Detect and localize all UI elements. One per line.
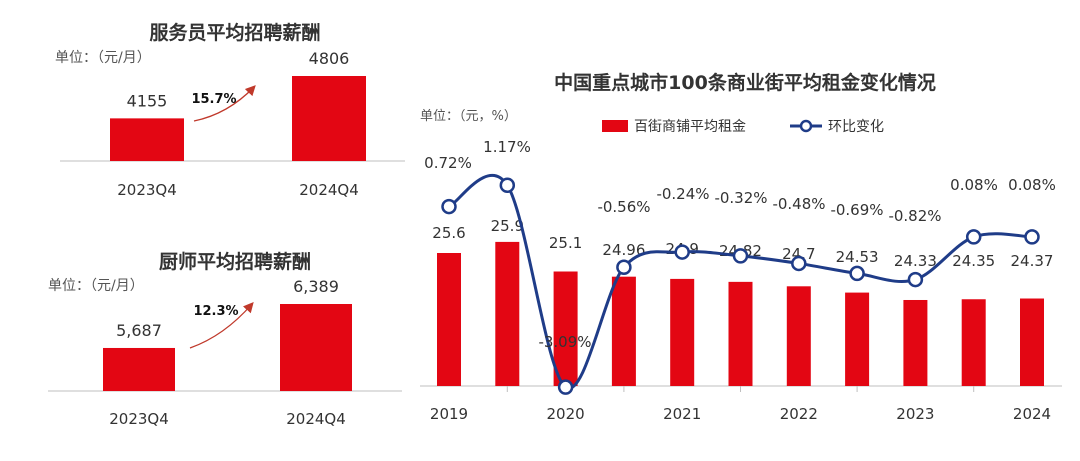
rent-change-marker <box>674 244 690 260</box>
year-tick-label: 2019 <box>430 405 468 423</box>
waiter-growth-arrow <box>193 85 256 122</box>
rent-bar-value-label: 24.33 <box>894 252 937 270</box>
rent-bar-value-label: 25.6 <box>432 224 465 242</box>
rent-bar-value-label: 24.7 <box>782 245 815 263</box>
rent-change-marker <box>791 255 807 272</box>
chef-growth-label: 12.3% <box>193 304 238 319</box>
rent-bar <box>961 299 986 386</box>
rent-bar-value-label: 24.96 <box>602 241 645 259</box>
rent-change-marker <box>499 177 516 193</box>
rent-bar-value-label: 25.9 <box>491 217 524 235</box>
rent-change-marker <box>849 265 865 282</box>
chef-category-label: 2024Q4 <box>286 410 346 428</box>
rent-bar <box>670 278 695 386</box>
waiter-value-label: 4806 <box>309 49 350 68</box>
rent-change-value-label: -0.24% <box>656 185 709 203</box>
rent-bar <box>786 286 811 386</box>
legend-bar-swatch <box>602 120 628 132</box>
waiter-value-label: 4155 <box>127 91 168 110</box>
chef-bar-2023Q4 <box>103 347 175 391</box>
legend-line-label: 环比变化 <box>828 119 884 135</box>
year-tick-label: 2021 <box>663 405 701 423</box>
rent-change-value-label: -0.82% <box>888 207 941 225</box>
rent-bar <box>495 241 520 386</box>
year-tick-label: 2024 <box>1013 405 1051 423</box>
rent-change-value-label: 0.72% <box>424 154 472 172</box>
rent-change-marker <box>1024 229 1040 245</box>
rent-bar <box>845 292 870 386</box>
chef-salary-chart: 5,687 2023Q4 6,389 2024Q4 12.3% <box>48 277 402 428</box>
chart-legend: 百街商铺平均租金 环比变化 <box>602 119 884 135</box>
rent-bar-value-label: 25.1 <box>549 234 582 252</box>
waiter-category-label: 2023Q4 <box>117 181 177 199</box>
chef-value-label: 6,389 <box>293 277 339 296</box>
legend-line-marker <box>799 119 813 133</box>
year-tick-label: 2023 <box>896 405 934 423</box>
rent-change-marker <box>616 259 632 275</box>
rent-change-marker <box>965 229 982 245</box>
waiter-unit-label: 单位：（元/月） <box>55 50 151 66</box>
chef-unit-label: 单位：（元/月） <box>48 278 144 294</box>
waiter-salary-chart: 4155 2023Q4 4806 2024Q4 15.7% <box>60 49 405 199</box>
rent-change-value-label: -0.48% <box>772 195 825 213</box>
rent-change-value-label: 1.17% <box>483 138 531 156</box>
rent-change-marker <box>557 379 574 395</box>
rent-chart-title: 中国重点城市100条商业街平均租金变化情况 <box>554 71 936 94</box>
rent-bar <box>553 271 578 386</box>
rent-change-value-label: -0.32% <box>714 189 767 207</box>
rent-change-marker <box>907 271 924 288</box>
year-tick-label: 2022 <box>780 405 818 423</box>
rent-bar <box>903 299 928 386</box>
rent-bar-value-label: 24.37 <box>1011 252 1054 270</box>
waiter-category-label: 2024Q4 <box>299 181 359 199</box>
year-tick-label: 2020 <box>547 405 585 423</box>
rent-change-value-label: 0.08% <box>1008 176 1056 194</box>
waiter-bar-2023Q4 <box>110 118 184 161</box>
rent-bar-value-label: 24.53 <box>836 248 879 266</box>
rent-change-value-label: -0.56% <box>597 198 650 216</box>
chef-category-label: 2023Q4 <box>109 410 169 428</box>
waiter-chart-title: 服务员平均招聘薪酬 <box>149 21 320 44</box>
rent-change-marker <box>732 248 749 264</box>
rent-change-value-label: -0.69% <box>830 201 883 219</box>
rent-bar <box>1020 298 1044 386</box>
chef-bar-2024Q4 <box>280 304 352 391</box>
rent-bar <box>728 281 753 386</box>
rent-change-value-label: 0.08% <box>950 176 998 194</box>
chef-growth-arrow <box>189 302 254 349</box>
waiter-bar-2024Q4 <box>292 76 366 161</box>
rent-unit-label: 单位：（元，%） <box>420 109 517 124</box>
rent-chart: 2019 2020 2021 2022 2023 2024 25.6 25.9 25.1 24.9… <box>420 138 1062 423</box>
chef-value-label: 5,687 <box>116 321 162 340</box>
rent-bar-value-label: 24.35 <box>952 252 995 270</box>
waiter-growth-label: 15.7% <box>191 92 236 107</box>
rent-change-value-label: -3.09% <box>538 333 591 351</box>
legend-bar-label: 百街商铺平均租金 <box>634 119 746 135</box>
rent-bar <box>437 253 461 386</box>
rent-change-marker <box>441 198 457 215</box>
rent-bar <box>611 276 636 386</box>
chef-chart-title: 厨师平均招聘薪酬 <box>159 250 311 273</box>
